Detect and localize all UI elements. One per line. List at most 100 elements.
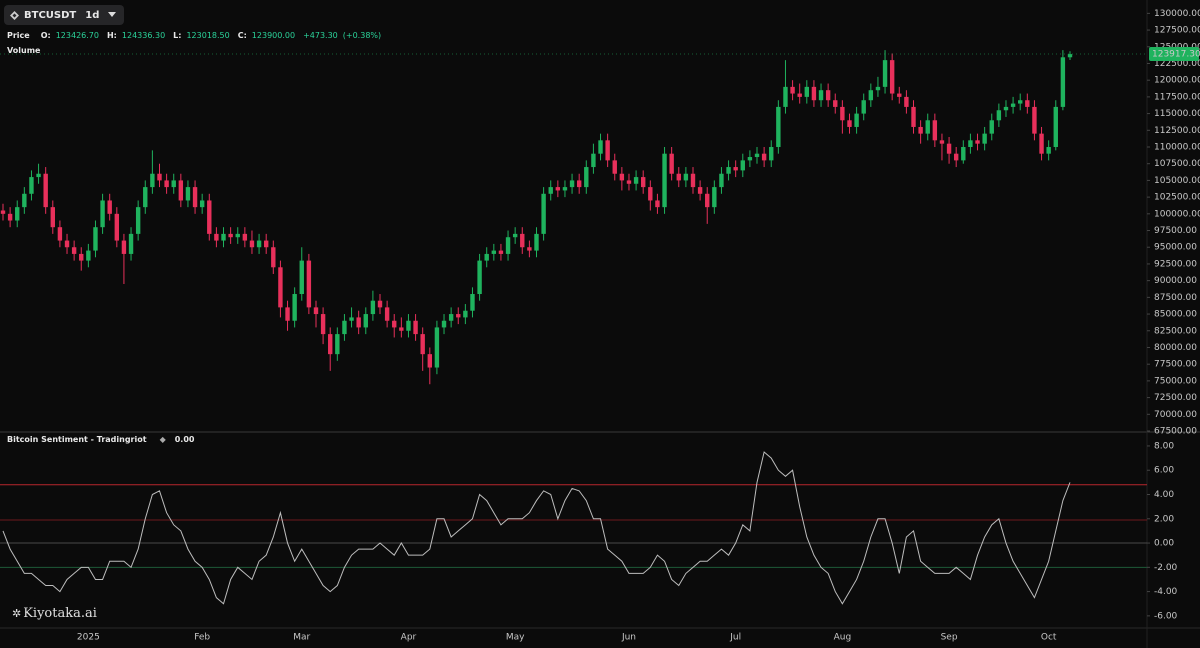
candle-body [135,207,141,234]
candle-body [968,140,973,148]
y-tick-label: 92500.00 [1154,259,1197,269]
candle-body [313,307,319,315]
candle-body [690,173,696,188]
candle-body [1067,54,1073,58]
candle-body [946,143,952,154]
candle-body [1010,103,1016,107]
indicator-icon[interactable]: ◆ [159,435,166,444]
candle-body [740,160,745,171]
candle-body [648,187,653,201]
candle-body [256,240,262,248]
candle-body [1003,106,1009,111]
ohlc-label: L: [173,31,182,40]
candle-body [342,320,347,335]
candle-body [192,187,198,208]
y-tick-label: 75000.00 [1154,376,1197,386]
y-tick-label: 2.00 [1154,514,1174,524]
candle-body [683,173,689,181]
candle-body [335,334,340,355]
candle-body [733,167,738,171]
ohlc-value: 123018.50 [186,31,230,40]
x-tick-label: Jun [621,633,636,643]
candle-body [719,173,724,188]
candle-body [761,153,767,161]
y-tick-label: 80000.00 [1154,343,1197,353]
candle-body [626,180,632,184]
candle-body [1032,106,1037,134]
ohlc-legend: Price O: 123426.70 H: 124336.30 L: 123018.50 C… [7,31,381,40]
candle-body [64,240,70,248]
candle-body [43,173,48,208]
candle-body [448,314,454,321]
candle-body [413,320,418,335]
candle-body [932,120,938,141]
candle-body [904,96,909,107]
y-tick-label: 120000.00 [1154,76,1200,86]
candle-body [491,250,497,254]
ohlc-label: H: [106,31,117,40]
y-tick-label: 72500.00 [1154,393,1197,403]
last-price-tag [1149,47,1199,62]
watermark: ✲ Kiyotaka.ai [12,606,97,621]
candle-body [619,173,625,181]
indicator-legend: Bitcoin Sentiment - Tradingriot ◆ 0.00 [7,435,194,444]
candle-body [576,180,582,188]
candle-body [783,86,788,107]
candle-body [22,193,27,208]
symbol-selector[interactable]: BTCUSDT 1d [4,5,125,25]
ohlc-value: 124336.30 [121,31,166,40]
candle-body [676,173,681,181]
candle-body [747,157,753,161]
candle-body [541,193,546,234]
candle-body [484,253,489,261]
candle-body [271,247,276,268]
ohlc-value: 123426.70 [55,31,99,40]
candle-body [50,207,55,228]
candle-body [36,173,41,178]
candle-body [100,200,105,228]
candle-body [71,247,77,254]
candle-body [320,314,326,335]
x-tick-label: Aug [834,633,852,643]
candle-body [228,233,233,238]
candle-body [178,180,184,201]
candle-body [534,233,539,251]
x-tick-label: Sep [941,633,958,643]
candle-body [406,320,411,331]
candle-body [150,173,155,188]
y-tick-label: 130000.00 [1154,9,1200,19]
candle-body [456,314,461,318]
x-tick-label: Mar [293,633,310,643]
candle-body [804,86,810,97]
candle-body [399,327,404,331]
candle-body [299,260,304,295]
candle-body [591,153,596,168]
candle-body [363,314,368,328]
x-tick-label: Oct [1041,633,1057,643]
candle-body [1060,57,1066,107]
candle-body [975,140,980,144]
y-tick-label: -4.00 [1154,587,1178,597]
candle-body [712,187,717,208]
y-tick-label: 100000.00 [1154,209,1200,219]
candle-body [953,153,959,161]
dropdown-caret [108,12,117,17]
candle-body [470,294,475,311]
candle-body [1046,147,1051,154]
candle-body [157,173,162,181]
candle-body [925,120,930,134]
candle-body [641,177,646,188]
candle-body [555,187,561,191]
candle-body [420,334,425,355]
y-tick-label: 127500.00 [1154,26,1200,36]
y-tick-label: -6.00 [1154,611,1178,621]
candle-body [427,354,432,368]
candle-body [598,140,603,154]
candle-body [847,120,852,127]
candle-body [825,90,831,101]
candle-body [897,93,902,97]
candle-body [15,207,20,221]
y-tick-label: 102500.00 [1154,193,1200,203]
candle-body [1053,106,1058,148]
symbol: BTCUSDT [24,9,77,21]
